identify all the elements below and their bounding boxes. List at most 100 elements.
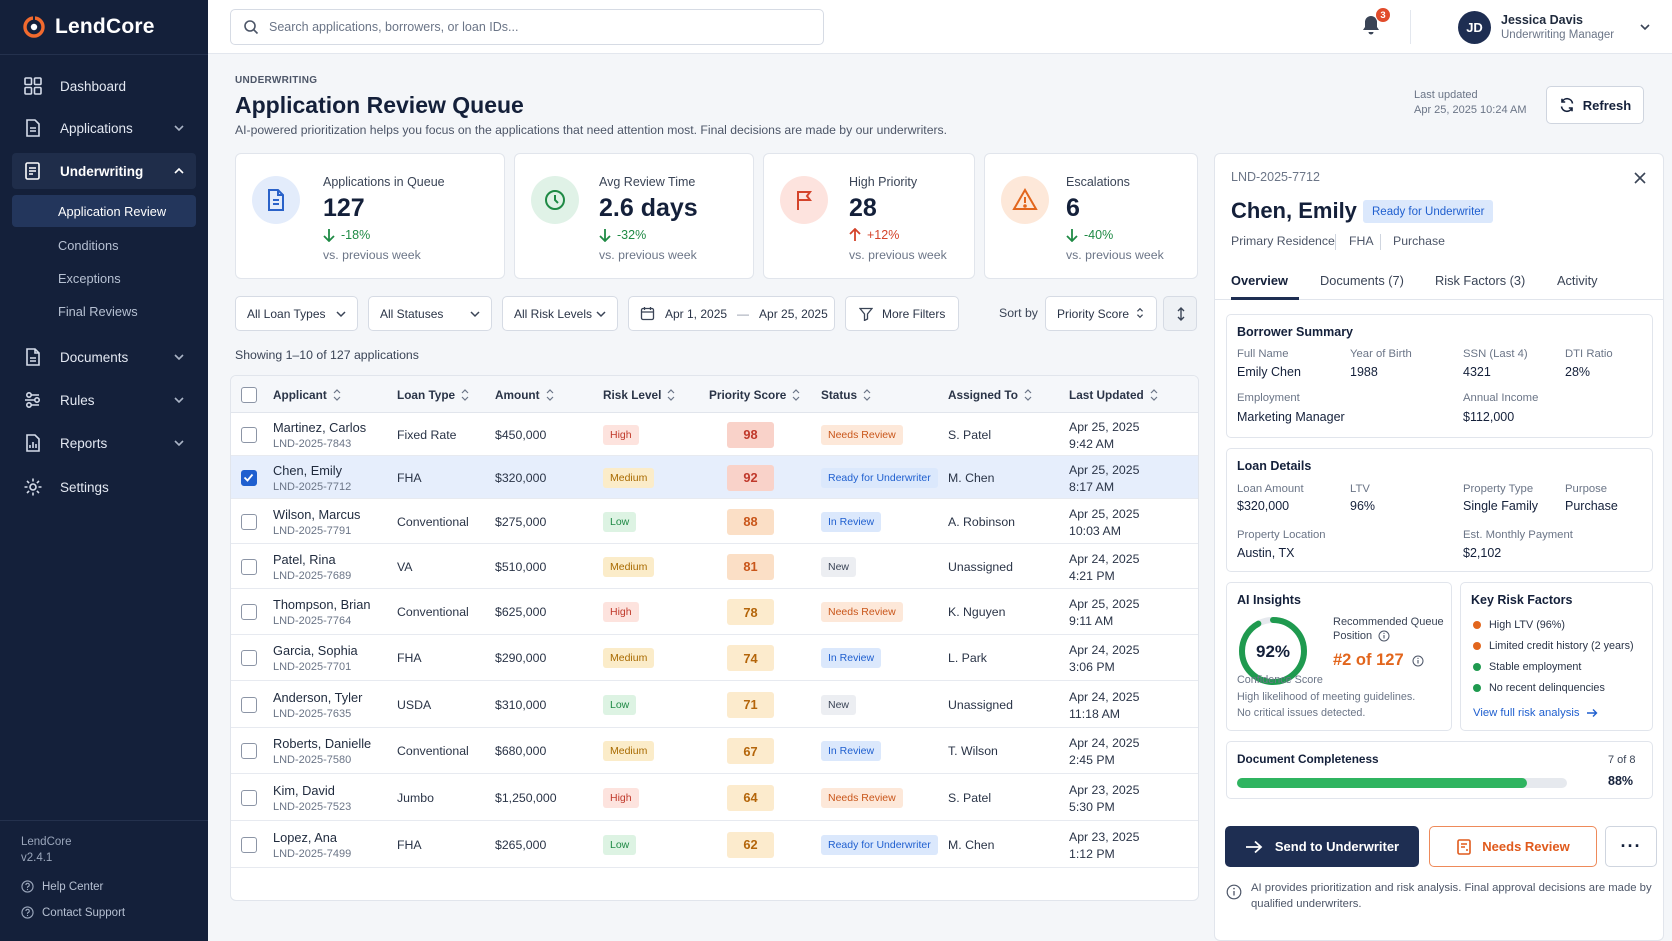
refresh-button[interactable]: Refresh (1546, 86, 1644, 124)
column-header[interactable]: Loan Type (397, 388, 469, 402)
nav-documents[interactable]: Documents (12, 339, 196, 375)
priority-score: 92 (727, 464, 774, 491)
nav-label: Settings (60, 479, 109, 495)
risk-badge: Low (603, 511, 637, 532)
table-row[interactable]: Wilson, Marcus LND-2025-7791 Conventional $… (231, 499, 1198, 544)
status-badge: In Review (821, 648, 882, 668)
applicant-name[interactable]: Martinez, Carlos (273, 419, 367, 435)
table-row[interactable]: Kim, David LND-2025-7523 Jumbo $1,250,000 Hi… (231, 774, 1198, 821)
help-center-link[interactable]: Help Center (21, 880, 103, 893)
applicant-name[interactable]: Chen, Emily (273, 462, 342, 478)
row-checkbox[interactable] (241, 513, 257, 530)
table-row[interactable]: Garcia, Sophia LND-2025-7701 FHA $290,000 Me… (231, 635, 1198, 681)
sidebar-divider (0, 54, 208, 55)
table-row[interactable]: Anderson, Tyler LND-2025-7635 USDA $310,000… (231, 681, 1198, 728)
loan-type-select[interactable]: All Loan Types (235, 296, 358, 331)
row-checkbox[interactable] (241, 604, 257, 620)
field-value: Emily Chen (1237, 365, 1301, 379)
status-select[interactable]: All Statuses (368, 296, 492, 331)
table-row[interactable]: Martinez, Carlos LND-2025-7843 Fixed Rate $… (231, 413, 1198, 456)
tab-documents[interactable]: Documents (7) (1320, 273, 1404, 288)
search-input[interactable] (269, 20, 789, 34)
table-row[interactable]: Chen, Emily LND-2025-7712 FHA $320,000 Mediu… (231, 456, 1198, 499)
sub-exceptions[interactable]: Exceptions (58, 270, 121, 286)
brand[interactable]: LendCore (22, 14, 155, 40)
risk-badge: High (603, 602, 639, 622)
risk-level-select[interactable]: All Risk Levels (502, 296, 618, 331)
row-checkbox[interactable] (241, 789, 257, 806)
chevron-down-icon (174, 440, 184, 447)
table-row[interactable]: Lopez, Ana LND-2025-7499 FHA $265,000 Low 62 R… (231, 821, 1198, 868)
send-to-underwriter-button[interactable]: Send to Underwriter (1225, 826, 1419, 867)
completeness-percent: 88% (1608, 774, 1634, 788)
user-menu[interactable]: JD Jessica Davis Underwriting Manager (1458, 10, 1652, 44)
chevron-down-icon (596, 311, 606, 318)
sort-select[interactable]: Priority Score (1045, 296, 1157, 331)
chevron-down-icon (1640, 24, 1650, 31)
applicant-name[interactable]: Wilson, Marcus (273, 506, 361, 522)
row-checkbox[interactable] (241, 558, 257, 575)
column-label: Applicant (273, 388, 327, 402)
priority-score: 78 (727, 599, 774, 625)
row-checkbox[interactable] (241, 743, 257, 759)
row-checkbox[interactable] (241, 469, 257, 486)
notifications-button[interactable]: 3 (1361, 7, 1391, 38)
loan-id: LND-2025-7523 (273, 800, 352, 813)
column-header[interactable]: Last Updated (1069, 388, 1158, 402)
field-label: Employment (1237, 392, 1300, 404)
table-row[interactable]: Patel, Rina LND-2025-7689 VA $510,000 Medium… (231, 544, 1198, 589)
select-all-checkbox[interactable] (241, 387, 257, 403)
applicant-name[interactable]: Garcia, Sophia (273, 643, 358, 658)
detail-tabs: Overview Documents (7) Risk Factors (3) … (1215, 260, 1663, 300)
applicant-name[interactable]: Patel, Rina (273, 551, 336, 567)
risk-badge: High (603, 424, 639, 445)
sub-conditions[interactable]: Conditions (58, 237, 119, 253)
nav-reports[interactable]: Reports (12, 425, 196, 461)
column-header[interactable]: Applicant (273, 388, 341, 402)
loan-amount: $265,000 (495, 837, 547, 852)
nav-underwriting[interactable]: Underwriting (12, 153, 196, 189)
row-checkbox[interactable] (241, 836, 257, 853)
more-filters-button[interactable]: More Filters (845, 296, 959, 331)
search-box[interactable] (230, 9, 824, 45)
refresh-icon (1560, 97, 1574, 113)
row-checkbox[interactable] (241, 426, 257, 443)
field-label: Property Location (1237, 529, 1326, 541)
info-icon[interactable] (1412, 655, 1424, 667)
date-range-picker[interactable]: Apr 1, 2025 — Apr 25, 2025 (628, 296, 835, 331)
applicant-name[interactable]: Lopez, Ana (273, 829, 338, 845)
field-value: 4321 (1463, 365, 1491, 379)
applicant-name[interactable]: Anderson, Tyler (273, 689, 363, 705)
nav-settings[interactable]: Settings (12, 469, 196, 505)
more-actions-button[interactable]: ··· (1605, 826, 1657, 867)
column-header[interactable]: Risk Level (603, 388, 675, 402)
applicant-name[interactable]: Roberts, Danielle (273, 736, 372, 751)
assigned-to: S. Patel (948, 790, 992, 805)
priority-score: 71 (727, 691, 774, 718)
column-header[interactable]: Amount (495, 388, 554, 402)
column-header[interactable]: Priority Score (709, 388, 800, 402)
tab-overview[interactable]: Overview (1231, 273, 1288, 288)
contact-support-link[interactable]: Contact Support (21, 906, 125, 919)
view-risk-analysis-link[interactable]: View full risk analysis (1473, 707, 1598, 719)
nav-rules[interactable]: Rules (12, 382, 196, 418)
applicant-name[interactable]: Kim, David (273, 782, 335, 798)
applicant-name[interactable]: Thompson, Brian (273, 597, 371, 612)
info-icon[interactable] (1378, 630, 1390, 642)
column-header[interactable]: Status (821, 388, 871, 402)
sub-final-reviews[interactable]: Final Reviews (58, 303, 138, 319)
sort-direction-button[interactable] (1163, 296, 1197, 331)
nav-dashboard[interactable]: Dashboard (12, 68, 196, 104)
tab-activity[interactable]: Activity (1557, 273, 1598, 288)
updated-time: 1:12 PM (1069, 846, 1115, 861)
row-checkbox[interactable] (241, 650, 257, 666)
column-header[interactable]: Assigned To (948, 388, 1032, 402)
table-row[interactable]: Roberts, Danielle LND-2025-7580 Convention… (231, 728, 1198, 774)
sub-application-review[interactable]: Application Review (12, 195, 196, 227)
row-checkbox[interactable] (241, 696, 257, 713)
needs-review-button[interactable]: Needs Review (1429, 826, 1597, 867)
nav-applications[interactable]: Applications (12, 110, 196, 146)
table-row[interactable]: Thompson, Brian LND-2025-7764 Conventional… (231, 589, 1198, 635)
close-icon[interactable] (1633, 171, 1647, 185)
tab-risk-factors[interactable]: Risk Factors (3) (1435, 273, 1526, 288)
